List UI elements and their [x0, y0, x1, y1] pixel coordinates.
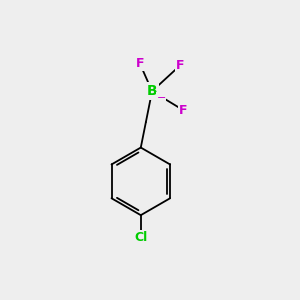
Text: F: F	[135, 56, 144, 70]
Text: B: B	[147, 84, 158, 98]
Text: F: F	[179, 104, 188, 117]
Text: Cl: Cl	[134, 231, 147, 244]
Text: −: −	[156, 93, 166, 103]
Text: F: F	[176, 59, 184, 72]
